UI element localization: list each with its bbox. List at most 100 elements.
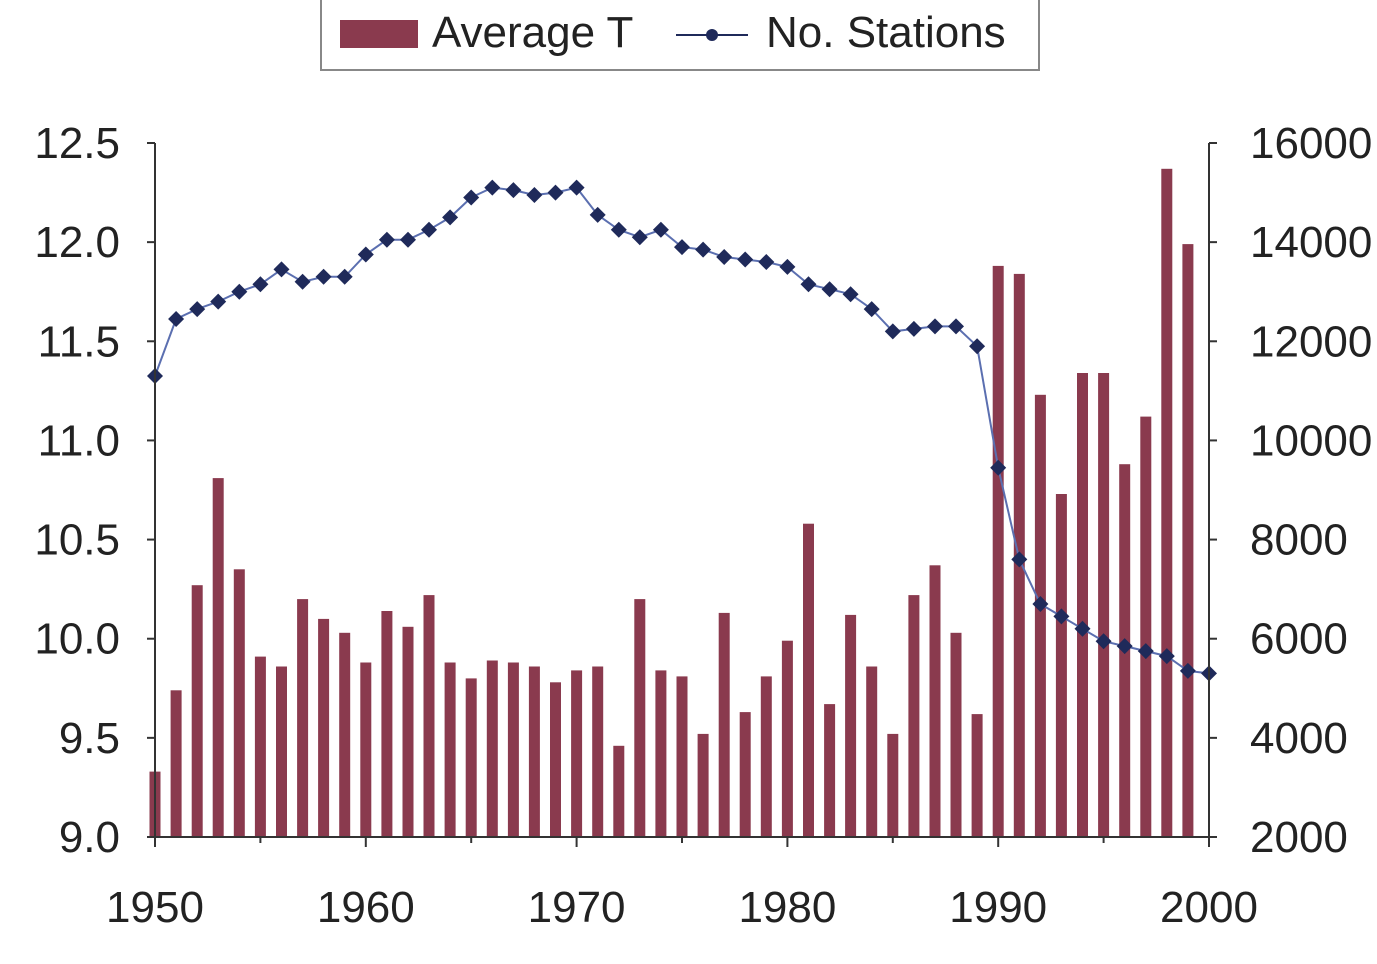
bar-average-t-1961 [381,611,393,837]
y-right-tick-label: 16000 [1250,119,1372,168]
axes-layer: 9.0 9.5 10.0 10.5 11.0 11.5 12.0 12.5 2000 4000 60… [34,119,1372,932]
marker-no-stations-1990 [990,459,1007,476]
marker-no-stations-1955 [252,276,269,293]
marker-no-stations-1958 [315,268,332,285]
bar-average-t-1994 [1077,373,1088,837]
bar-average-t-1974 [655,670,667,837]
y-left-tick-label: 12.0 [34,218,120,267]
bar-average-t-1965 [465,678,477,837]
marker-no-stations-1996 [1116,638,1133,655]
stations-line-layer [147,179,1217,682]
marker-no-stations-1963 [421,221,437,238]
y-left-tick-label: 10.5 [34,516,120,565]
bar-average-t-1983 [845,614,857,837]
marker-no-stations-1972 [610,221,627,238]
marker-no-stations-1997 [1137,643,1154,660]
marker-no-stations-1993 [1053,608,1070,625]
bar-average-t-1990 [992,265,1004,837]
y-right-tick-label: 2000 [1250,813,1348,862]
bar-average-t-1997 [1140,416,1152,837]
bar-average-t-1984 [866,666,878,837]
bar-average-t-1953 [212,478,224,837]
y-left-tick-label: 12.5 [34,119,120,168]
bar-average-t-1975 [676,676,688,837]
bar-average-t-1989 [971,714,983,837]
marker-no-stations-1986 [905,320,922,337]
bar-average-t-1956 [276,666,287,837]
marker-no-stations-1980 [779,258,796,275]
marker-no-stations-1982 [821,281,838,298]
y-right-tick-label: 6000 [1250,615,1348,664]
bar-average-t-1995 [1098,373,1110,837]
marker-no-stations-1964 [442,209,459,226]
marker-no-stations-1954 [231,283,248,300]
bar-average-t-1981 [803,523,814,837]
marker-no-stations-1969 [547,184,564,201]
bar-average-t-1973 [634,599,646,837]
marker-no-stations-1976 [695,241,712,258]
marker-no-stations-1985 [884,323,901,340]
bar-average-t-1986 [908,595,920,837]
legend-label-average-t: Average T [432,8,633,57]
bar-average-t-1998 [1161,168,1173,838]
legend-marker-no-stations [706,29,718,41]
bar-average-t-1962 [402,626,414,837]
y-left-tick-label: 10.0 [34,615,120,664]
y-right-tick-label: 12000 [1250,317,1372,366]
marker-no-stations-1953 [210,293,227,310]
bar-average-t-1977 [718,612,730,837]
y-right-tick-label: 4000 [1250,714,1348,763]
bar-average-t-1992 [1034,394,1046,837]
bar-average-t-1999 [1182,244,1194,838]
marker-no-stations-1960 [357,246,374,263]
line-no-stations [154,186,1210,675]
bar-average-t-1979 [760,676,772,837]
x-tick-label: 1980 [738,883,836,932]
marker-no-stations-1999 [1179,662,1196,679]
y-left-tick-label: 11.5 [38,317,120,366]
marker-no-stations-1978 [737,251,754,268]
y-left-tick-label: 9.5 [59,714,120,763]
marker-no-stations-1959 [336,268,353,285]
bar-average-t-1952 [191,585,203,837]
x-tick-label: 1970 [528,883,626,932]
marker-no-stations-1983 [842,286,859,303]
marker-no-stations-1967 [505,182,522,199]
marker-no-stations-1988 [948,318,964,335]
bar-average-t-1969 [550,682,561,837]
marker-no-stations-1965 [463,189,480,206]
legend: Average T No. Stations [320,0,1040,71]
x-tick-label: 1990 [949,883,1047,932]
marker-no-stations-1962 [400,231,416,248]
legend-label-no-stations: No. Stations [766,8,1006,57]
marker-no-stations-1966 [484,179,501,196]
bars-layer [149,168,1194,838]
marker-no-stations-1977 [716,249,733,265]
marker-no-stations-1961 [378,231,395,248]
marker-no-stations-1981 [800,276,817,293]
x-tick-label: 1960 [317,883,415,932]
marker-no-stations-1992 [1032,596,1049,612]
bar-average-t-1993 [1055,494,1067,837]
marker-no-stations-1998 [1158,648,1175,665]
x-tick-label: 2000 [1160,883,1258,932]
marker-no-stations-1968 [526,187,543,203]
bar-average-t-1964 [444,662,456,837]
bar-average-t-1951 [170,690,182,837]
y-right-tick-label: 8000 [1250,516,1348,565]
bar-average-t-1968 [528,666,540,837]
bar-average-t-1982 [824,704,836,837]
marker-no-stations-1951 [168,311,185,327]
marker-no-stations-1994 [1074,620,1091,637]
bar-average-t-1978 [739,712,751,837]
bar-average-t-1970 [571,670,583,837]
y-right-tick-label: 14000 [1250,218,1372,267]
marker-no-stations-1987 [927,318,943,335]
bar-average-t-1985 [887,733,899,837]
marker-no-stations-1995 [1095,633,1112,650]
bar-average-t-1966 [486,660,498,837]
marker-no-stations-1984 [863,301,880,318]
bar-average-t-1967 [507,662,519,837]
bar-average-t-1972 [613,745,625,837]
y-left-tick-label: 9.0 [59,813,120,862]
